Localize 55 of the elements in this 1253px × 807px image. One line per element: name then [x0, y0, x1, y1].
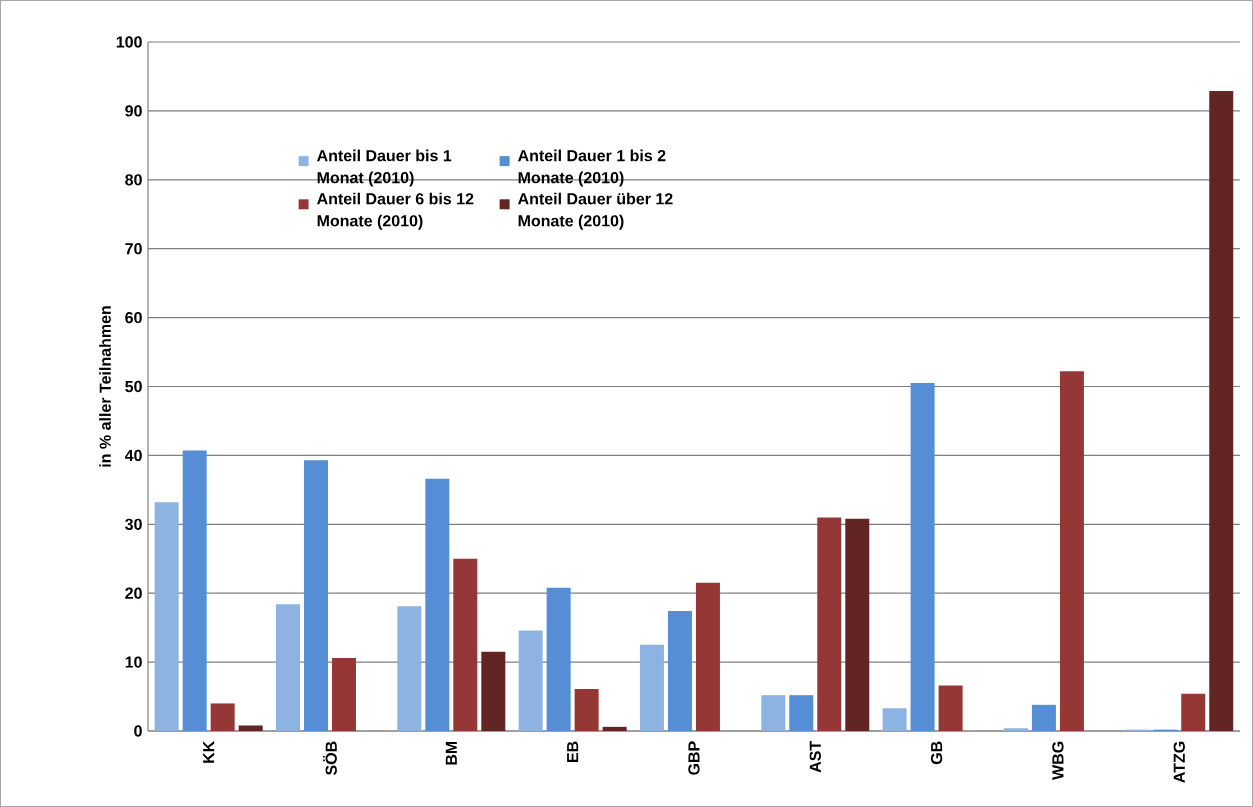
- bar: [425, 478, 450, 731]
- bar: [1031, 704, 1056, 731]
- bar: [154, 502, 179, 731]
- x-tick-label: BM: [445, 741, 457, 765]
- y-tick-label: 20: [125, 587, 142, 599]
- y-tick-label: 60: [125, 311, 142, 324]
- bar: [546, 587, 571, 731]
- legend-label: Anteil Dauer 6 bis 12 Monate (2010): [317, 192, 474, 230]
- bar: [303, 460, 328, 731]
- bar: [210, 703, 235, 731]
- x-tick-label: ATZG: [1173, 741, 1185, 783]
- y-tick-label: 70: [125, 243, 142, 255]
- bar: [845, 518, 870, 731]
- bar: [481, 651, 506, 731]
- y-tick-label: 10: [125, 656, 142, 668]
- bar: [238, 725, 263, 731]
- bar: [1059, 371, 1084, 731]
- bar: [817, 517, 842, 731]
- x-tick-label: SÖB: [323, 741, 337, 776]
- legend-label: Anteil Dauer 1 bis 2 Monate (2010): [517, 149, 666, 187]
- bar: [695, 582, 720, 731]
- x-tick-label: KK: [203, 740, 215, 763]
- y-tick-label: 80: [125, 174, 142, 186]
- y-axis-title: in % aller Teilnahmen: [99, 306, 111, 467]
- legend-label: Anteil Dauer bis 1 Monat (2010): [317, 149, 452, 187]
- bar: [1209, 90, 1234, 731]
- bar: [789, 695, 814, 731]
- bar: [667, 611, 692, 731]
- bar: [602, 726, 627, 731]
- y-tick-label: 90: [125, 105, 142, 117]
- bar: [275, 604, 300, 731]
- legend-label: Anteil Dauer über 12 Monate (2010): [517, 192, 673, 230]
- bar: [397, 606, 422, 731]
- bar: [882, 708, 907, 731]
- y-tick-label: 0: [134, 725, 142, 737]
- bar: [182, 450, 207, 731]
- bar: [331, 657, 356, 731]
- bar: [518, 630, 543, 731]
- y-tick-label: 40: [124, 449, 142, 462]
- bar: [938, 685, 963, 731]
- y-tick-label: 50: [125, 380, 142, 393]
- x-tick-label: GB: [930, 741, 943, 765]
- bar: [453, 558, 478, 731]
- bar: [761, 695, 786, 731]
- bar: [1181, 693, 1206, 731]
- y-tick-label: 100: [116, 36, 142, 48]
- x-tick-label: AST: [809, 740, 821, 773]
- y-tick-label: 30: [125, 518, 142, 530]
- x-tick-label: EB: [567, 741, 579, 762]
- bar: [910, 383, 935, 731]
- bar: [574, 688, 599, 731]
- bar: [1003, 728, 1028, 731]
- bar: [639, 644, 664, 731]
- x-tick-label: GBP: [688, 741, 700, 775]
- x-tick-label: WBG: [1052, 741, 1064, 780]
